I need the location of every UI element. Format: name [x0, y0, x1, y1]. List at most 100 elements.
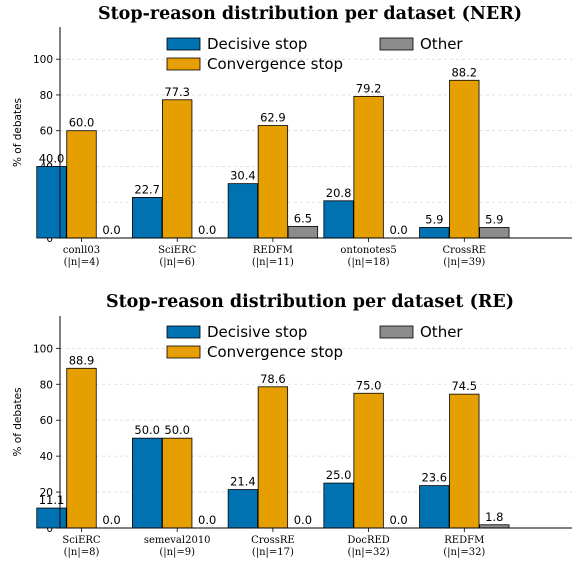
legend-swatch	[166, 37, 201, 51]
x-tick-label: conll03	[63, 245, 100, 256]
x-tick-label: SciERC	[62, 535, 100, 546]
y-tick-label: 0	[46, 523, 53, 535]
bar-value-label: 0.0	[198, 513, 216, 527]
bar-decisive-stop	[36, 507, 67, 529]
bar-value-label: 50.0	[164, 423, 190, 437]
bar-value-label: 11.1	[39, 493, 65, 507]
x-tick-sublabel: (|n|=18)	[348, 257, 390, 268]
bar-convergence-stop	[257, 125, 289, 239]
bar-value-label: 0.0	[389, 223, 407, 237]
bar-value-label: 1.8	[485, 510, 503, 524]
bar-value-label: 0.0	[102, 513, 120, 527]
chart-title: Stop-reason distribution per dataset (NE…	[98, 4, 522, 24]
legend-label: Other	[420, 323, 463, 341]
bar-decisive-stop	[227, 489, 259, 529]
bar-convergence-stop	[66, 130, 97, 239]
x-tick-label: REDFM	[253, 245, 293, 256]
bar-value-label: 78.6	[260, 372, 286, 386]
bar-value-label: 25.0	[326, 468, 352, 482]
chart-panel: Stop-reason distribution per dataset (NE…	[12, 4, 572, 268]
bar-value-label: 6.5	[294, 211, 312, 225]
bar-value-label: 5.9	[425, 212, 443, 226]
chart-title: Stop-reason distribution per dataset (RE…	[106, 292, 514, 312]
legend-label: Decisive stop	[207, 35, 307, 53]
bar-decisive-stop	[36, 166, 67, 239]
x-tick-label: SciERC	[158, 245, 196, 256]
x-tick-sublabel: (|n|=9)	[159, 547, 195, 558]
bar-convergence-stop	[66, 367, 97, 529]
bar-value-label: 30.4	[230, 169, 256, 183]
x-tick-label: DocRED	[347, 535, 390, 546]
y-tick-label: 60	[40, 126, 53, 138]
y-tick-label: 80	[40, 90, 53, 102]
y-tick-label: 80	[40, 379, 53, 391]
bar-value-label: 0.0	[198, 223, 216, 237]
bar-decisive-stop	[323, 482, 354, 529]
bar-decisive-stop	[323, 200, 354, 239]
y-tick-label: 40	[40, 451, 53, 463]
bar-convergence-stop	[449, 393, 480, 529]
bar-convergence-stop	[162, 437, 193, 529]
bar-other	[479, 227, 510, 239]
bar-value-label: 21.4	[230, 475, 256, 489]
bar-other	[287, 225, 319, 239]
legend-swatch	[166, 325, 201, 339]
x-tick-sublabel: (|n|=32)	[348, 547, 390, 558]
legend-swatch	[379, 37, 414, 51]
y-tick-label: 20	[40, 487, 53, 499]
x-tick-sublabel: (|n|=39)	[443, 257, 485, 268]
bar-value-label: 50.0	[134, 423, 160, 437]
x-tick-sublabel: (|n|=17)	[252, 547, 294, 558]
legend-label: Convergence stop	[207, 55, 343, 73]
bar-value-label: 77.3	[164, 85, 190, 99]
x-tick-label: semeval2010	[144, 535, 211, 546]
bar-convergence-stop	[353, 392, 384, 529]
bar-value-label: 88.2	[451, 65, 477, 79]
y-axis-label: % of debates	[12, 98, 24, 167]
bar-convergence-stop	[162, 99, 193, 239]
x-tick-sublabel: (|n|=8)	[64, 547, 100, 558]
bar-convergence-stop	[449, 79, 480, 239]
y-tick-label: 60	[40, 415, 53, 427]
bar-value-label: 20.8	[326, 186, 352, 200]
bar-decisive-stop	[132, 437, 163, 529]
legend-label: Other	[420, 35, 463, 53]
bar-value-label: 0.0	[102, 223, 120, 237]
bar-value-label: 79.2	[356, 81, 382, 95]
bar-value-label: 5.9	[485, 212, 503, 226]
bar-value-label: 0.0	[294, 513, 312, 527]
y-axis-label: % of debates	[12, 387, 24, 456]
bar-decisive-stop	[419, 485, 450, 529]
y-tick-label: 100	[33, 54, 53, 66]
x-tick-sublabel: (|n|=6)	[159, 257, 195, 268]
bar-value-label: 88.9	[69, 353, 95, 367]
bar-value-label: 40.0	[39, 151, 65, 165]
legend-label: Decisive stop	[207, 323, 307, 341]
x-tick-sublabel: (|n|=32)	[443, 547, 485, 558]
bar-value-label: 23.6	[421, 471, 447, 485]
x-tick-label: CrossRE	[443, 245, 487, 256]
bar-decisive-stop	[419, 227, 450, 239]
bar-decisive-stop	[227, 183, 259, 239]
bar-convergence-stop	[257, 386, 289, 529]
bar-value-label: 60.0	[69, 116, 95, 130]
bar-value-label: 74.5	[451, 379, 477, 393]
legend-swatch	[379, 325, 414, 339]
bar-convergence-stop	[353, 95, 384, 239]
legend: Decisive stop Convergence stop Other	[166, 323, 463, 361]
x-tick-label: REDFM	[444, 535, 484, 546]
bar-decisive-stop	[132, 197, 163, 239]
bar-value-label: 62.9	[260, 111, 286, 125]
legend-swatch	[166, 345, 201, 359]
bar-value-label: 0.0	[389, 513, 407, 527]
x-tick-label: CrossRE	[251, 535, 295, 546]
y-tick-label: 100	[33, 343, 53, 355]
bar-value-label: 75.0	[356, 378, 382, 392]
bar-value-label: 22.7	[134, 182, 160, 196]
legend-swatch	[166, 57, 201, 71]
legend: Decisive stop Convergence stop Other	[166, 35, 463, 73]
x-tick-sublabel: (|n|=11)	[252, 257, 294, 268]
x-tick-sublabel: (|n|=4)	[64, 257, 100, 268]
chart-panel: Stop-reason distribution per dataset (RE…	[12, 292, 572, 558]
